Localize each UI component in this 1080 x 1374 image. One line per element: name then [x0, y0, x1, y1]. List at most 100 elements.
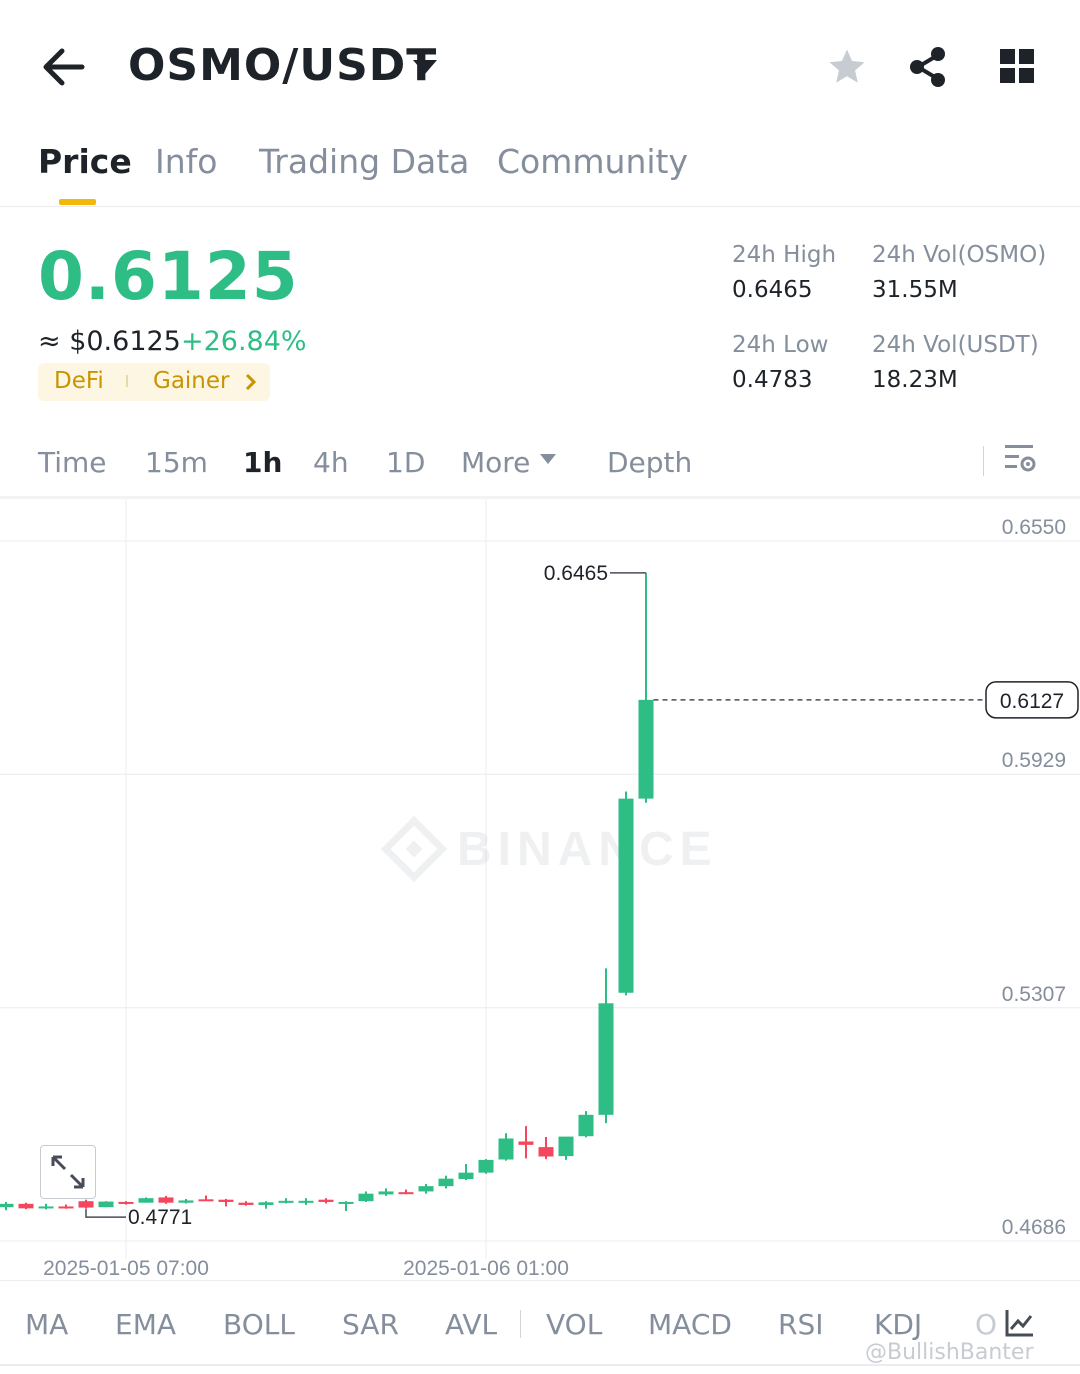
high-value: 0.6465: [732, 277, 813, 303]
candle: [118, 1201, 134, 1205]
interval-1h[interactable]: 1h: [243, 446, 283, 479]
candle: [638, 572, 654, 803]
binance-watermark: BINANCE: [380, 815, 712, 883]
tag-defi[interactable]: DeFi: [54, 368, 104, 394]
candle: [258, 1201, 274, 1209]
interval-4h[interactable]: 4h: [313, 446, 349, 479]
indicator-more[interactable]: O: [975, 1308, 998, 1341]
share-icon[interactable]: [906, 45, 950, 94]
candlestick-chart[interactable]: 0.6550 0.5929 0.5307 0.4686 2025-01-05 07:00…: [0, 499, 1080, 1280]
x-tick-label: 2025-01-05 07:00: [43, 1257, 209, 1280]
candle: [438, 1175, 454, 1189]
chevron-right-icon[interactable]: [244, 373, 258, 396]
creator-watermark: @BullishBanter: [865, 1340, 1034, 1365]
interval-separator: [983, 446, 984, 476]
low-value: 0.4783: [732, 367, 813, 393]
candle-body: [218, 1199, 234, 1202]
tag-gainer[interactable]: Gainer: [153, 368, 230, 394]
grid-icon[interactable]: [998, 47, 1036, 90]
candle: [58, 1204, 74, 1209]
candle: [578, 1111, 594, 1138]
indicator-kdj[interactable]: KDJ: [874, 1308, 923, 1341]
candle-body: [18, 1203, 34, 1209]
vol-base-value: 31.55M: [872, 277, 958, 303]
pair-title[interactable]: OSMO/USDT: [128, 40, 438, 91]
candle: [398, 1189, 414, 1195]
candle: [158, 1195, 174, 1204]
interval-more[interactable]: More: [461, 446, 531, 479]
candle-body: [578, 1114, 594, 1137]
interval-15m[interactable]: 15m: [145, 446, 208, 479]
candle: [298, 1198, 314, 1205]
candle: [518, 1126, 534, 1159]
candle-body: [98, 1201, 114, 1208]
candle-body: [498, 1138, 514, 1160]
candle-body: [438, 1178, 454, 1187]
tab-info[interactable]: Info: [155, 142, 218, 181]
candle-body: [618, 798, 634, 993]
tags-chip[interactable]: [38, 363, 270, 401]
candle: [498, 1133, 514, 1161]
tab-price[interactable]: Price: [38, 142, 132, 181]
tab-trading-data[interactable]: Trading Data: [259, 142, 470, 181]
indicator-ema[interactable]: EMA: [115, 1308, 177, 1341]
indicator-avl[interactable]: AVL: [445, 1308, 498, 1341]
vol-base-label: 24h Vol(OSMO): [872, 242, 1047, 268]
candle-body: [118, 1201, 134, 1204]
expand-icon: [51, 1155, 85, 1189]
back-arrow-icon[interactable]: [40, 45, 88, 89]
indicator-sar[interactable]: SAR: [342, 1308, 399, 1341]
indicator-rsi[interactable]: RSI: [778, 1308, 824, 1341]
candle-body: [418, 1186, 434, 1192]
candle-body: [58, 1206, 74, 1209]
candle: [478, 1159, 494, 1174]
candle: [458, 1164, 474, 1181]
candle: [78, 1199, 94, 1209]
candle-body: [38, 1206, 54, 1209]
tab-community[interactable]: Community: [497, 142, 688, 181]
candle-body: [378, 1191, 394, 1195]
candle: [558, 1136, 574, 1160]
candle: [98, 1201, 114, 1208]
candle: [598, 968, 614, 1124]
indicator-vol[interactable]: VOL: [546, 1308, 603, 1341]
indicator-bar-border: [0, 1280, 1080, 1281]
bottom-divider: [0, 1364, 1080, 1366]
interval-1d[interactable]: 1D: [386, 446, 426, 479]
indicator-ma[interactable]: MA: [25, 1308, 69, 1341]
indicator-chart-icon[interactable]: [1003, 1307, 1035, 1344]
tag-separator: [126, 375, 128, 387]
indicator-macd[interactable]: MACD: [648, 1308, 732, 1341]
candle: [418, 1183, 434, 1194]
interval-time[interactable]: Time: [38, 446, 107, 479]
y-tick-label: 0.5307: [1002, 983, 1066, 1006]
candle-body: [538, 1147, 554, 1157]
low-marker-line: [85, 1209, 126, 1218]
candle-body: [298, 1200, 314, 1203]
candle: [318, 1198, 334, 1204]
candle-body: [558, 1136, 574, 1157]
candle-body: [598, 1003, 614, 1115]
candle-body: [358, 1193, 374, 1202]
interval-depth[interactable]: Depth: [607, 446, 693, 479]
y-tick-label: 0.4686: [1002, 1216, 1066, 1239]
active-tab-indicator: [59, 199, 96, 205]
more-caret-icon[interactable]: [539, 452, 557, 470]
candle-body: [158, 1197, 174, 1203]
expand-chart-button[interactable]: [40, 1145, 96, 1199]
star-icon[interactable]: [826, 46, 868, 93]
candle: [378, 1188, 394, 1196]
caret-down-icon[interactable]: [412, 58, 438, 81]
tabs-divider: [0, 206, 1080, 207]
candle: [38, 1203, 54, 1210]
candle: [538, 1136, 554, 1160]
vol-quote-value: 18.23M: [872, 367, 958, 393]
candle-body: [78, 1201, 94, 1208]
low-label: 24h Low: [732, 332, 829, 358]
chart-settings-icon[interactable]: [1003, 442, 1037, 481]
candle: [338, 1201, 354, 1211]
high-marker-label: 0.6465: [544, 562, 608, 585]
candle: [278, 1198, 294, 1204]
low-marker-label: 0.4771: [128, 1206, 192, 1229]
indicator-boll[interactable]: BOLL: [223, 1308, 295, 1341]
